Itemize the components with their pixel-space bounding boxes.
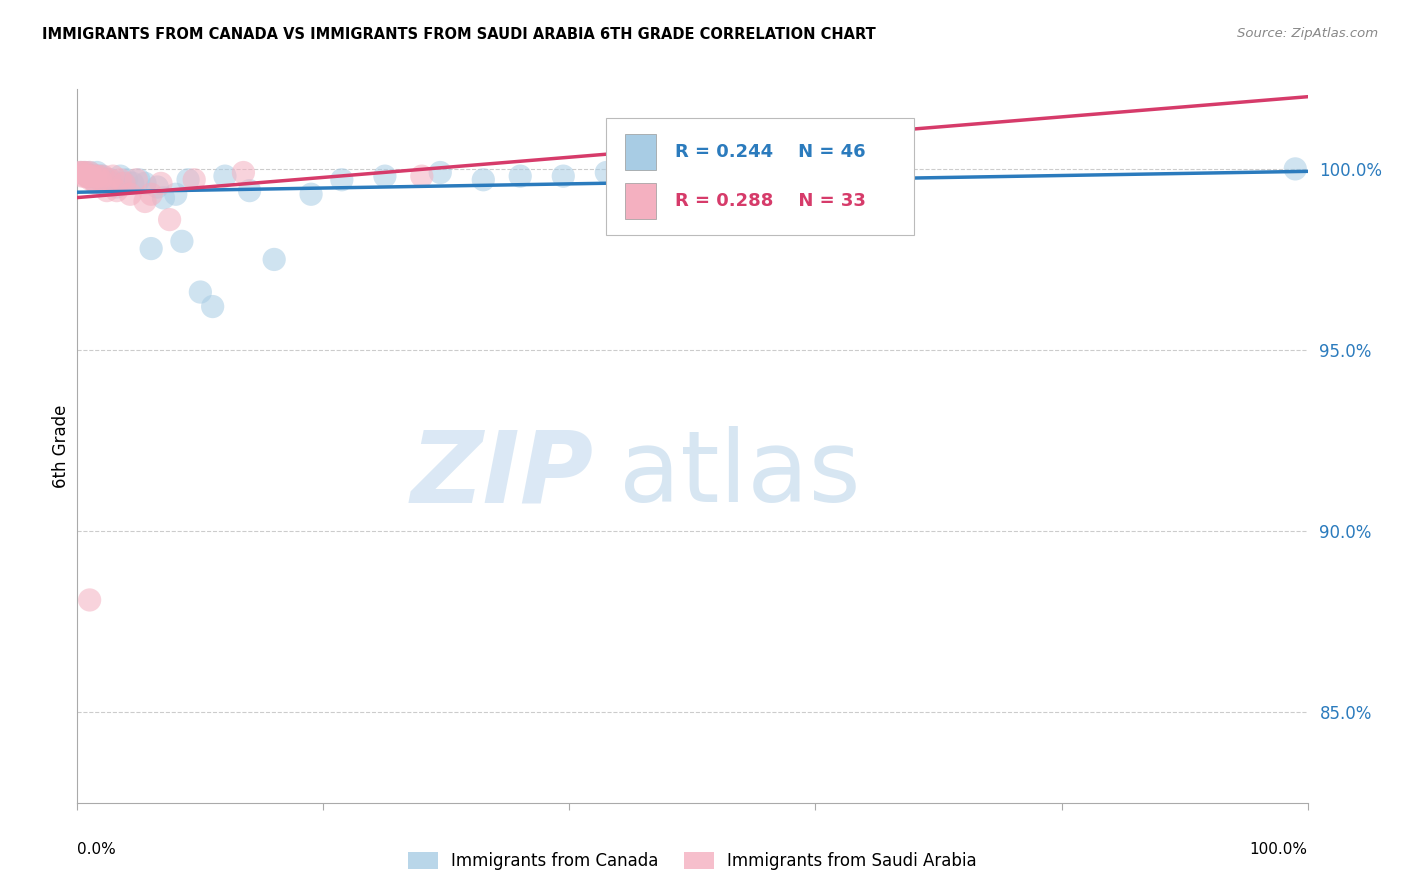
Point (595, 165, 617, 179)
Point (80, 173, 103, 187)
Point (90, 169, 114, 183)
Point (72, 165, 94, 179)
Text: R = 0.244    N = 46: R = 0.244 N = 46 (675, 144, 866, 161)
Point (755, 165, 778, 179)
Point (84, 177, 107, 191)
Point (239, 184, 262, 198)
Point (79, 165, 101, 179)
Text: 100.0%: 100.0% (1250, 842, 1308, 857)
Point (682, 169, 704, 183)
Point (70, 165, 93, 179)
Point (121, 177, 143, 191)
Point (100, 173, 122, 187)
Point (159, 212, 181, 227)
Point (105, 180, 128, 194)
Point (69, 165, 91, 179)
Point (188, 285, 212, 299)
Point (93, 173, 115, 187)
Point (86, 165, 108, 179)
Point (299, 187, 322, 202)
Point (553, 169, 575, 183)
Point (89, 169, 111, 183)
Text: atlas: atlas (619, 426, 860, 523)
Point (96, 173, 118, 187)
Point (82, 173, 104, 187)
Point (97, 177, 120, 191)
Point (429, 165, 451, 179)
Point (101, 169, 124, 183)
Point (110, 169, 132, 183)
Point (79, 593, 101, 607)
Point (853, 165, 876, 179)
Text: R = 0.288    N = 33: R = 0.288 N = 33 (675, 192, 866, 210)
Point (214, 169, 236, 183)
Point (150, 177, 173, 191)
Point (411, 169, 433, 183)
Point (134, 177, 156, 191)
FancyBboxPatch shape (606, 118, 914, 235)
Text: Source: ZipAtlas.com: Source: ZipAtlas.com (1237, 27, 1378, 40)
Legend: Immigrants from Canada, Immigrants from Saudi Arabia: Immigrants from Canada, Immigrants from … (402, 845, 983, 877)
Point (73, 169, 96, 183)
Point (87, 169, 110, 183)
Text: ZIP: ZIP (411, 426, 595, 523)
Point (75, 165, 97, 179)
Point (70, 165, 93, 179)
Point (73, 165, 96, 179)
Point (165, 187, 187, 202)
Point (76, 169, 98, 183)
Point (232, 165, 254, 179)
Point (82, 169, 104, 183)
Point (112, 177, 135, 191)
Point (84, 169, 107, 183)
Point (96, 184, 118, 198)
Point (472, 173, 495, 187)
Point (1284, 161, 1306, 176)
Point (82, 173, 104, 187)
Bar (624, 183, 655, 219)
Y-axis label: 6th Grade: 6th Grade (52, 404, 70, 488)
Point (141, 242, 163, 256)
Text: 0.0%: 0.0% (77, 842, 117, 857)
Point (183, 173, 205, 187)
Point (146, 180, 169, 194)
Point (70, 169, 93, 183)
Point (120, 187, 142, 202)
Point (98, 173, 121, 187)
Point (76, 169, 98, 183)
Point (374, 169, 396, 183)
Point (134, 194, 156, 209)
Point (84, 169, 107, 183)
Point (177, 173, 200, 187)
Text: IMMIGRANTS FROM CANADA VS IMMIGRANTS FROM SAUDI ARABIA 6TH GRADE CORRELATION CHA: IMMIGRANTS FROM CANADA VS IMMIGRANTS FRO… (42, 27, 876, 42)
Point (115, 173, 138, 187)
Point (263, 252, 285, 267)
Point (82, 169, 104, 183)
Point (141, 187, 163, 202)
Point (170, 235, 193, 249)
Bar (624, 135, 655, 170)
Point (105, 184, 128, 198)
Point (91, 169, 114, 183)
Point (90, 173, 112, 187)
Point (112, 177, 135, 191)
Point (509, 169, 531, 183)
Point (77, 169, 100, 183)
Point (128, 173, 150, 187)
Point (110, 173, 132, 187)
Point (201, 300, 224, 314)
Point (90, 173, 112, 187)
Point (330, 173, 353, 187)
Point (125, 173, 148, 187)
Point (152, 191, 174, 205)
Point (79, 165, 101, 179)
Point (103, 177, 125, 191)
